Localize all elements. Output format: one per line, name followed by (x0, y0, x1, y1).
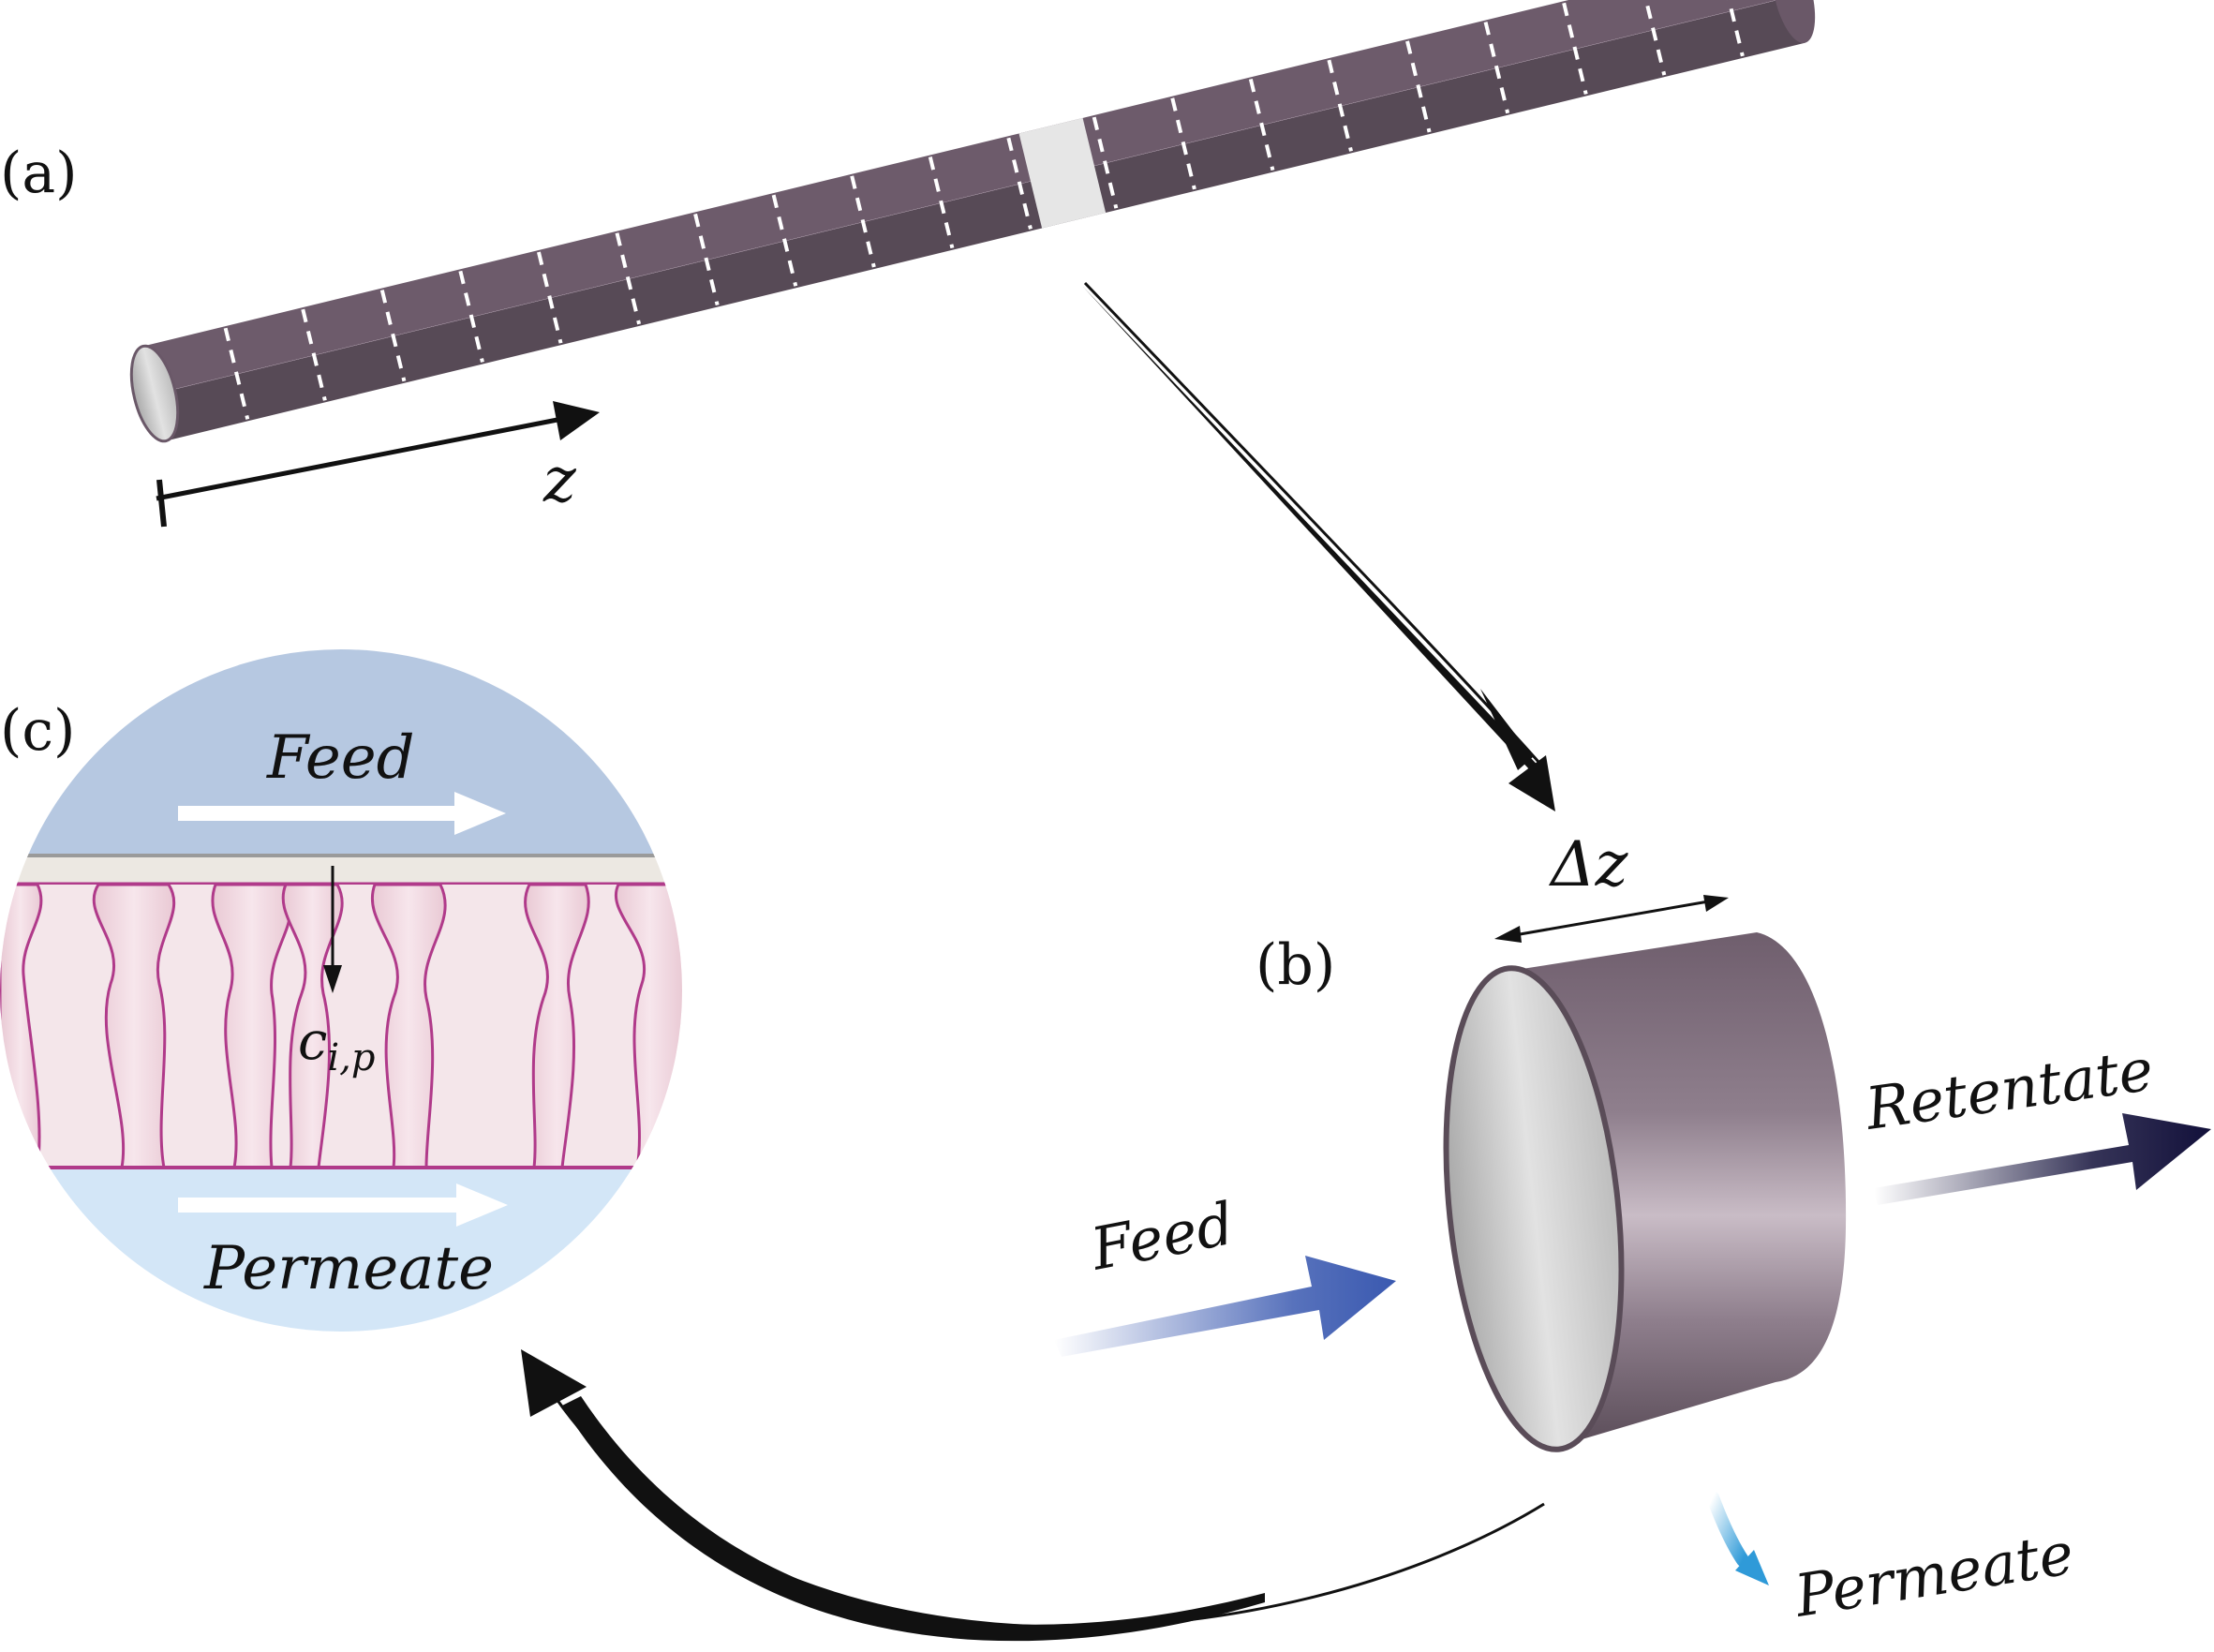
delta-z-label: Δz (1548, 828, 1629, 900)
retentate-label: Retentate (1861, 1035, 2158, 1143)
z-axis-label: z (542, 444, 577, 516)
feed-label-c: Feed (266, 723, 415, 793)
retentate-arrow (1874, 1113, 2211, 1205)
tube-far-end (1772, 0, 1816, 43)
concentration-arrow (323, 866, 342, 993)
panel-a-label: (a) (0, 141, 78, 206)
zoom-arrow-b-to-c (521, 1349, 1545, 1642)
delta-z-dimension (1494, 895, 1729, 943)
permeate-flow-arrow-c (178, 1183, 508, 1227)
zoom-arrow-a-to-b (1082, 281, 1555, 811)
tube-body (142, 0, 1805, 441)
selective-layer (0, 855, 682, 883)
z-axis-arrow (156, 401, 600, 528)
permeate-label-b: Permeate (1790, 1519, 2078, 1630)
concentration-label: ci,p (298, 1011, 376, 1079)
permeate-label-c: Permeate (203, 1234, 494, 1303)
panel-b-label: (b) (1256, 932, 1335, 998)
feed-arrow-b (1054, 1256, 1396, 1357)
panel-c-label: (c) (0, 698, 75, 764)
panel-a-tube (129, 0, 1816, 528)
concentration-subscript: i,p (327, 1036, 375, 1079)
tube-highlighted-segment (1018, 117, 1107, 229)
feed-label-b: Feed (1085, 1189, 1240, 1284)
ring-segment (1443, 932, 1847, 1452)
tube-open-end (129, 344, 180, 443)
panel-b-segment (1054, 895, 2211, 1585)
concentration-symbol: c (298, 1011, 327, 1072)
feed-flow-arrow-c (178, 792, 506, 835)
permeate-arrow-b (1706, 1491, 1769, 1585)
tube-segment-dividers (223, 0, 1745, 420)
